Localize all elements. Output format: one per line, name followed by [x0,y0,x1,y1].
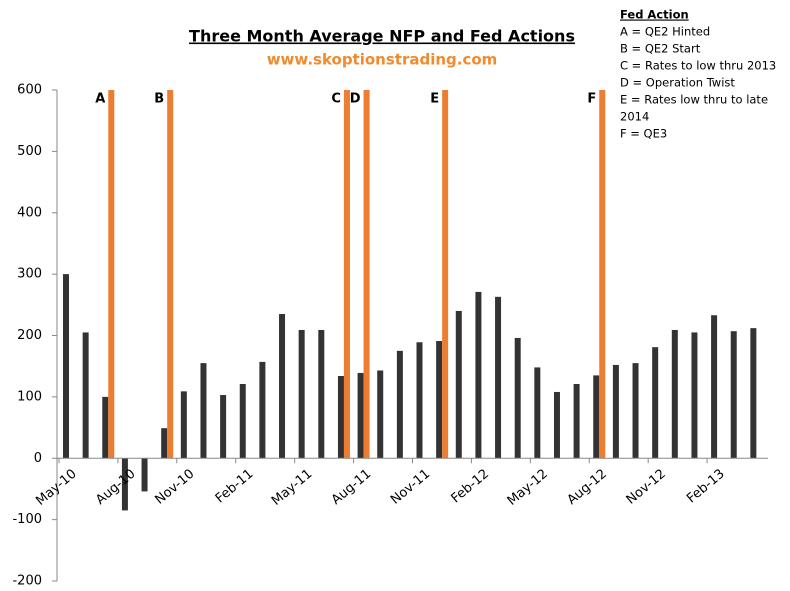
bar [318,329,325,459]
bar [730,331,737,459]
bar [593,375,600,459]
bar [357,372,364,459]
bar [652,347,659,459]
bar [82,332,89,459]
bar [200,363,207,459]
y-tick-label: 100 [17,389,42,404]
fed-action-bar [167,90,174,459]
chart-subtitle: www.skoptionstrading.com [267,51,498,69]
bar [279,314,286,459]
bar [475,291,482,459]
bar [514,337,521,459]
fed-action-bar [363,90,370,459]
x-tick-label: May-10 [33,467,79,509]
fed-action-label: B [154,92,164,107]
fed-action-label: A [95,92,105,107]
bar [573,383,580,459]
x-tick-label: Nov-12 [624,467,669,508]
bar [534,367,541,459]
legend-line: D = Operation Twist [620,76,735,90]
bar [416,342,423,459]
legend-title: Fed Action [620,8,689,22]
bar [396,350,403,459]
x-tick-label: Nov-11 [388,467,433,508]
x-tick-label: Feb-13 [684,467,728,507]
legend-line: B = QE2 Start [620,42,701,56]
bar [141,458,148,492]
y-tick-label: 300 [17,267,42,282]
x-tick-label: Aug-10 [93,467,138,508]
bar [553,391,560,459]
x-tick-label: Aug-12 [565,467,610,508]
fed-action-bar [343,90,350,459]
bar [377,370,384,459]
bar [298,329,305,459]
y-tick-label: -200 [12,574,42,589]
y-tick-label: -100 [12,512,42,527]
y-tick-label: 0 [34,451,42,466]
y-tick-label: 500 [17,144,42,159]
bar [612,364,619,459]
bar [711,315,718,459]
bar [436,341,443,459]
bar [632,363,639,459]
bar [239,383,246,459]
fed-action-bar [442,90,449,459]
fed-action-bar [599,90,606,459]
legend-line: A = QE2 Hinted [620,25,710,39]
fed-action-label: F [587,92,596,107]
chart-title: Three Month Average NFP and Fed Actions [189,27,575,46]
legend-line: F = QE3 [620,127,667,141]
legend-line: E = Rates low thru to late [620,93,768,107]
x-tick-label: May-12 [505,467,551,509]
fed-action-label: D [350,92,361,107]
bar [750,328,757,459]
y-tick-label: 200 [17,328,42,343]
fed-action-label: E [430,92,439,107]
legend-line: C = Rates to low thru 2013 [620,59,776,73]
x-tick-label: Aug-11 [329,467,374,508]
bar [337,376,344,459]
bar [63,274,69,459]
fed-action-label: C [331,92,341,107]
bar [220,395,227,459]
bar [495,296,502,459]
bar [259,361,266,459]
bar [180,391,187,459]
fed-action-bar [108,90,115,459]
x-tick-label: Feb-11 [213,467,257,507]
legend-line: 2014 [620,110,649,124]
x-tick-label: May-11 [269,467,315,509]
y-tick-label: 600 [17,83,42,98]
bar [671,329,678,459]
bar [121,458,128,511]
y-tick-label: 400 [17,205,42,220]
bar [161,428,168,459]
x-tick-label: Nov-10 [152,467,197,508]
bar [455,310,462,459]
bar [102,396,109,459]
bar [691,332,698,459]
x-tick-label: Feb-12 [449,467,493,507]
